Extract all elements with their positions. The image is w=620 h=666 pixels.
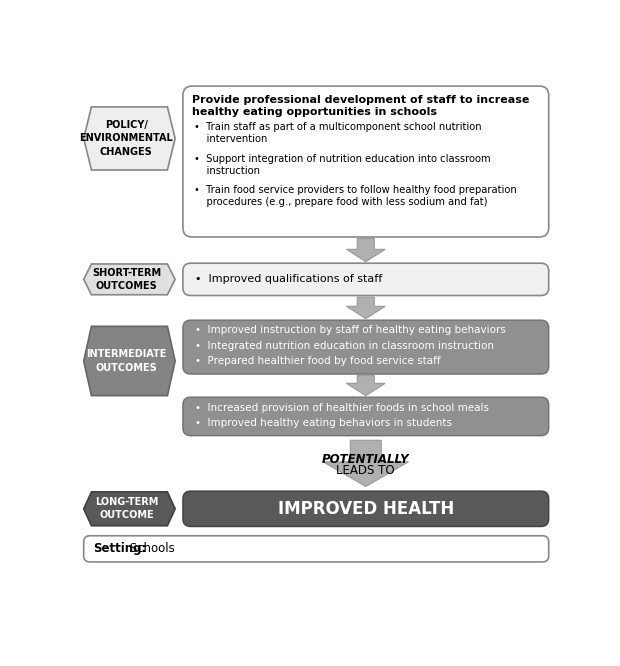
Text: •  Improved qualifications of staff: • Improved qualifications of staff [195,274,383,284]
FancyBboxPatch shape [183,491,549,527]
Text: •  Improved instruction by staff of healthy eating behaviors: • Improved instruction by staff of healt… [195,325,506,335]
Text: POLICY/
ENVIRONMENTAL
CHANGES: POLICY/ ENVIRONMENTAL CHANGES [79,121,173,157]
FancyBboxPatch shape [183,263,549,296]
Text: LEADS TO: LEADS TO [337,464,395,477]
Text: Setting:: Setting: [93,542,146,555]
Polygon shape [84,492,175,525]
Text: •  Improved healthy eating behaviors in students: • Improved healthy eating behaviors in s… [195,418,453,428]
Polygon shape [347,376,385,396]
Polygon shape [347,238,385,262]
Text: •  Integrated nutrition education in classroom instruction: • Integrated nutrition education in clas… [195,340,494,350]
Polygon shape [84,326,175,396]
Text: LONG-TERM
OUTCOME: LONG-TERM OUTCOME [95,498,158,520]
Polygon shape [323,440,409,486]
FancyBboxPatch shape [183,86,549,237]
Text: •  Support integration of nutrition education into classroom
    instruction: • Support integration of nutrition educa… [193,154,490,176]
Text: IMPROVED HEALTH: IMPROVED HEALTH [278,500,454,517]
Text: Provide professional development of staff to increase
healthy eating opportuniti: Provide professional development of staf… [192,95,529,117]
Text: Schools: Schools [125,542,174,555]
Text: •  Train staff as part of a multicomponent school nutrition
    intervention: • Train staff as part of a multicomponen… [193,121,481,144]
Text: •  Train food service providers to follow healthy food preparation
    procedure: • Train food service providers to follow… [193,184,516,207]
Text: •  Prepared healthier food by food service staff: • Prepared healthier food by food servic… [195,356,441,366]
Text: •  Increased provision of healthier foods in school meals: • Increased provision of healthier foods… [195,403,489,413]
Polygon shape [84,264,175,295]
FancyBboxPatch shape [183,320,549,374]
Text: INTERMEDIATE
OUTCOMES: INTERMEDIATE OUTCOMES [86,350,167,372]
Polygon shape [84,107,175,170]
Polygon shape [347,297,385,318]
Text: SHORT-TERM
OUTCOMES: SHORT-TERM OUTCOMES [92,268,161,291]
FancyBboxPatch shape [183,397,549,436]
FancyBboxPatch shape [84,535,549,562]
Text: POTENTIALLY: POTENTIALLY [322,453,410,466]
